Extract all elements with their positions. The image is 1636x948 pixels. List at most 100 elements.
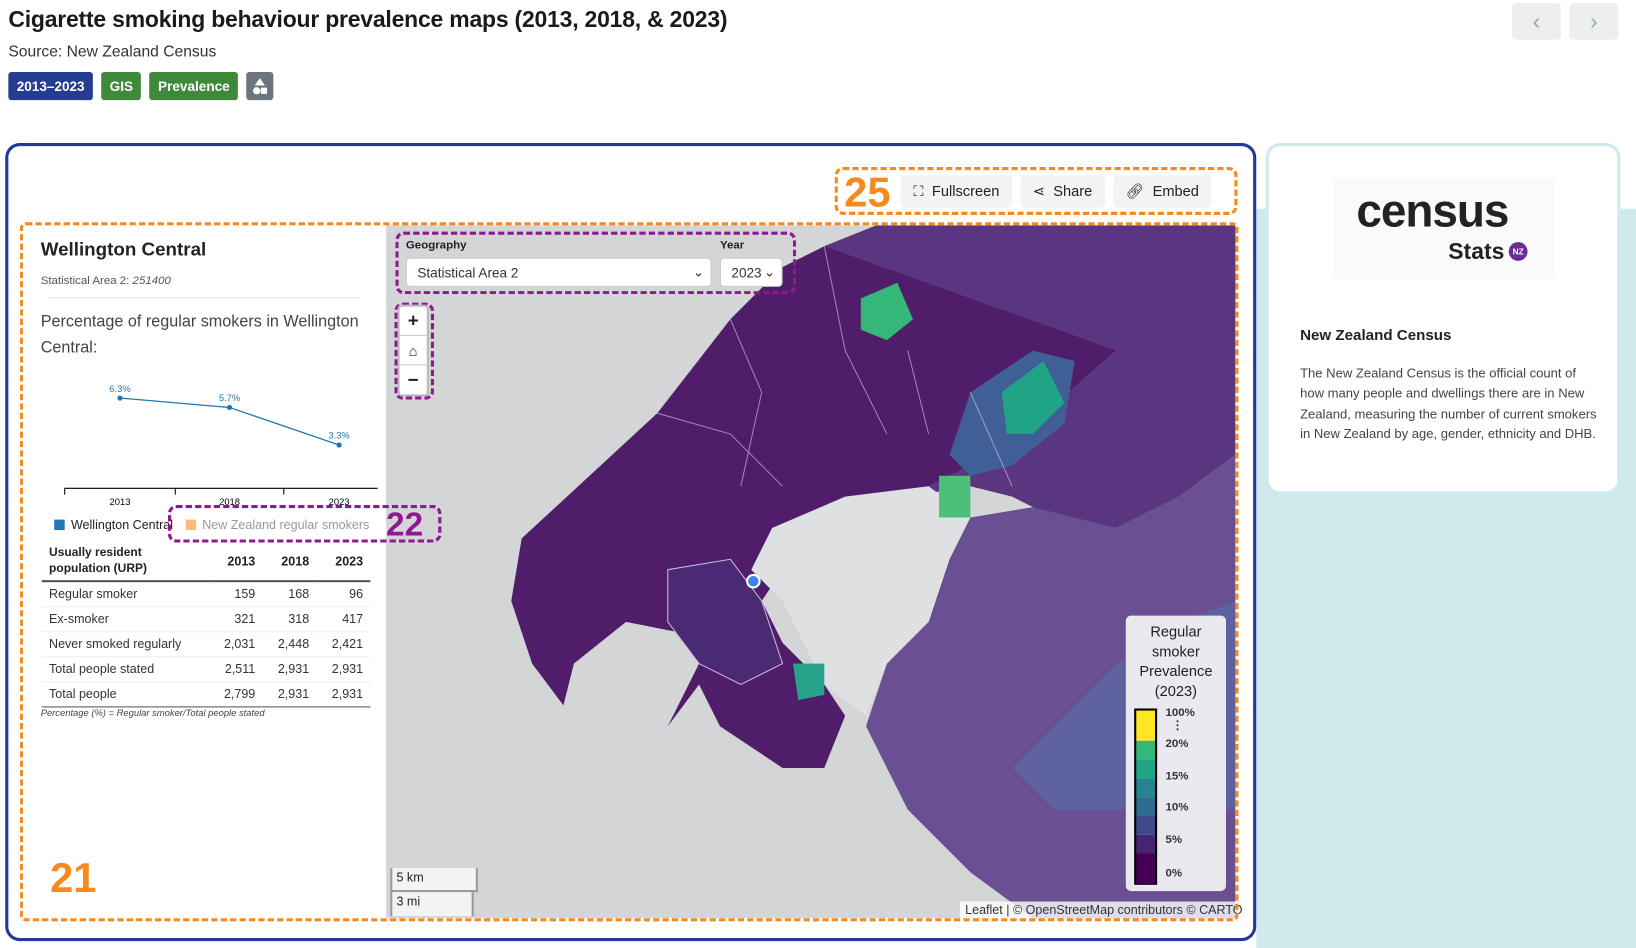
year-label: Year (719, 238, 745, 252)
annotation-21: 21 (50, 855, 97, 902)
zoom-in-button[interactable]: + (399, 307, 427, 336)
x-tick-label: 2013 (110, 496, 131, 507)
divider (46, 297, 360, 299)
tag-years[interactable]: 2013–2023 (8, 71, 93, 101)
table-row: Ex-smoker 321 318 417 (41, 605, 371, 632)
table-row: Regular smoker 159 168 96 (41, 580, 371, 607)
legend-wellington[interactable]: Wellington Central (70, 517, 174, 533)
legend-nz[interactable]: New Zealand regular smokers (202, 517, 370, 533)
row-label: Regular smoker (41, 580, 209, 607)
legend-color-step (1135, 740, 1157, 760)
fullscreen-button[interactable]: ⛶ Fullscreen (900, 174, 1012, 208)
table-header: Usually resident population (URP) (49, 546, 148, 575)
region-north-east (824, 225, 1236, 528)
year-select[interactable]: 2023 ⌄ (719, 257, 783, 287)
col-2023: 2023 (335, 554, 364, 569)
legend-colorbar: 100% 20% 15% 10% 5% 0% ⋮ (1134, 707, 1195, 885)
data-label: 3.3% (328, 430, 349, 441)
link-icon: 🔗︎ (1125, 182, 1145, 199)
chevron-down-icon: ⌄ (692, 263, 705, 280)
map-legend: Regular smoker Prevalence (2023) 100% 20%… (1125, 615, 1226, 892)
table-row: Never smoked regularly 2,031 2,448 2,421 (41, 630, 371, 657)
share-button[interactable]: ⋖ Share (1020, 174, 1105, 208)
legend-color-step (1135, 853, 1157, 885)
svg-text:⋮: ⋮ (1172, 719, 1183, 731)
fullscreen-label: Fullscreen (931, 182, 1000, 200)
harbour (751, 486, 971, 716)
row-value: 2,931 (262, 655, 317, 682)
share-toolbar: 25 ⛶ Fullscreen ⋖ Share 🔗︎ Embed (834, 166, 1238, 216)
zoom-annotation-box (394, 302, 435, 400)
row-value: 2,511 (208, 655, 263, 682)
geography-value: Statistical Area 2 (417, 264, 519, 281)
area-code-line: Statistical Area 2: 251400 (41, 274, 171, 287)
x-tick-label: 2018 (219, 496, 240, 507)
logo-badge: NZ (1508, 242, 1528, 261)
legend-color-step (1135, 815, 1157, 835)
fullscreen-icon: ⛶ (913, 182, 924, 199)
row-value: 168 (262, 580, 317, 607)
page-title: Cigarette smoking behaviour prevalence m… (8, 6, 728, 33)
data-point[interactable] (117, 395, 123, 401)
cbd-cluster (667, 558, 784, 686)
urp-table: Usually resident population (URP) 2013 20… (41, 543, 371, 708)
choropleth-map[interactable] (386, 225, 1236, 919)
legend-tick-label: 5% (1165, 834, 1182, 846)
tag-gis[interactable]: GIS (101, 71, 142, 101)
legend-color-step (1135, 709, 1157, 741)
home-icon: ⌂ (408, 341, 418, 359)
shapes-icon[interactable] (246, 71, 274, 101)
tag-list: 2013–2023 GIS Prevalence (8, 71, 274, 101)
selected-location-marker[interactable] (746, 573, 761, 589)
tag-prevalence[interactable]: Prevalence (149, 71, 239, 101)
home-button[interactable]: ⌂ (399, 336, 427, 366)
table-footnote: Percentage (%) = Regular smoker/Total pe… (40, 707, 265, 718)
geography-select[interactable]: Statistical Area 2 ⌄ (405, 257, 712, 287)
area-type: Statistical Area 2: (40, 274, 133, 287)
green-area-petone (939, 475, 971, 518)
row-label: Total people (41, 680, 209, 707)
row-value: 2,931 (316, 655, 371, 682)
annotation-25: 25 (844, 170, 891, 216)
chart-legend: Wellington Central New Zealand regular s… (54, 517, 370, 533)
panel-title: New Zealand Census (1300, 327, 1452, 345)
zoom-out-button[interactable]: − (407, 368, 419, 390)
panel-body: The New Zealand Census is the official c… (1300, 366, 1597, 442)
share-icon: ⋖ (1032, 182, 1045, 199)
zoom-control: + ⌂ − (397, 304, 429, 397)
legend-color-step (1135, 778, 1157, 798)
col-2013: 2013 (227, 554, 256, 569)
prev-button[interactable]: ‹ (1511, 3, 1561, 40)
scale-mi: 3 mi (390, 892, 474, 917)
legend-tick-label: 10% (1165, 802, 1188, 814)
data-point[interactable] (226, 404, 233, 411)
source-panel: census Stats NZ New Zealand Census The N… (1265, 142, 1621, 495)
area-code: 251400 (132, 274, 171, 287)
legend-tick-label: 15% (1165, 770, 1188, 782)
row-value: 2,931 (316, 680, 371, 707)
table-row: Total people stated 2,511 2,931 2,931 (41, 655, 371, 682)
geography-label: Geography (405, 238, 467, 252)
row-value: 2,421 (316, 630, 371, 657)
embed-button[interactable]: 🔗︎ Embed (1113, 174, 1212, 208)
area-name: Wellington Central (40, 238, 207, 260)
legend-tick-label: 0% (1165, 867, 1182, 879)
next-button[interactable]: › (1569, 3, 1619, 40)
logo-text: census (1356, 185, 1509, 237)
row-value: 2,448 (262, 630, 317, 657)
row-label: Never smoked regularly (41, 630, 209, 657)
share-label: Share (1053, 182, 1093, 200)
chevron-down-icon: ⌄ (763, 263, 776, 280)
source-text: Source: New Zealand Census (8, 42, 217, 61)
embed-label: Embed (1152, 182, 1199, 200)
row-value: 2,931 (262, 680, 317, 707)
data-point[interactable] (336, 442, 342, 448)
row-label: Total people stated (41, 655, 209, 682)
legend-tick-label: 20% (1165, 738, 1188, 750)
map-attribution[interactable]: Leaflet | © OpenStreetMap contributors ©… (959, 901, 1248, 919)
x-tick-label: 2023 (329, 496, 350, 507)
col-2018: 2018 (281, 554, 310, 569)
annotation-22: 22 (386, 505, 424, 543)
green-area-north (860, 282, 913, 341)
legend-swatch-nz (185, 519, 196, 531)
